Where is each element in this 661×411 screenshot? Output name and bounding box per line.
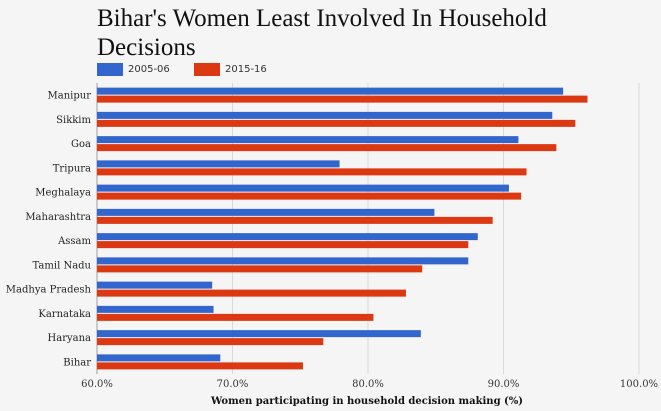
legend-swatch-2005-06 xyxy=(97,63,123,76)
bar-2005-06[interactable] xyxy=(97,305,214,313)
x-tick-labels: 60.0% 70.0% 80.0% 90.0% 100.0% xyxy=(81,379,658,390)
bar-2015-16[interactable] xyxy=(97,338,324,346)
category-label: Bihar xyxy=(63,357,91,368)
x-tick-label: 70.0% xyxy=(217,379,249,390)
category-label: Tamil Nadu xyxy=(33,260,92,271)
bar-2005-06[interactable] xyxy=(97,208,435,216)
bar-2005-06[interactable] xyxy=(97,281,213,289)
bar-2015-16[interactable] xyxy=(97,265,423,273)
bar-2015-16[interactable] xyxy=(97,289,406,297)
x-tick-label: 60.0% xyxy=(81,379,113,390)
bar-2015-16[interactable] xyxy=(97,216,493,224)
bar-2005-06[interactable] xyxy=(97,87,564,95)
bar-2005-06[interactable] xyxy=(97,111,553,119)
bar-2005-06[interactable] xyxy=(97,233,478,241)
category-label: Manipur xyxy=(48,91,92,102)
bar-2005-06[interactable] xyxy=(97,160,340,168)
x-axis-title: Women participating in household decisio… xyxy=(210,396,523,407)
bar-2015-16[interactable] xyxy=(97,313,374,321)
category-label: Meghalaya xyxy=(35,188,91,199)
bars xyxy=(97,87,588,370)
bar-2015-16[interactable] xyxy=(97,241,469,249)
bar-2005-06[interactable] xyxy=(97,354,221,362)
gridlines xyxy=(96,83,640,374)
bar-2015-16[interactable] xyxy=(97,168,527,176)
bar-2005-06[interactable] xyxy=(97,330,421,338)
x-tick-label: 80.0% xyxy=(352,379,384,390)
category-label: Haryana xyxy=(48,333,92,344)
category-label: Madhya Pradesh xyxy=(6,285,92,296)
bar-2015-16[interactable] xyxy=(97,119,576,127)
legend-label-2015-16: 2015-16 xyxy=(225,64,267,75)
x-tick-label: 100.0% xyxy=(620,379,658,390)
bar-2015-16[interactable] xyxy=(97,192,522,200)
chart-title: Bihar's Women Least Involved In Househol… xyxy=(97,5,547,61)
category-label: Sikkim xyxy=(56,115,91,126)
bar-2005-06[interactable] xyxy=(97,136,519,144)
category-label: Karnataka xyxy=(38,309,91,320)
legend-swatch-2015-16 xyxy=(194,63,220,76)
category-label: Goa xyxy=(71,139,91,150)
x-tick-label: 90.0% xyxy=(488,379,520,390)
category-label: Maharashtra xyxy=(25,212,91,223)
category-label: Assam xyxy=(57,236,91,247)
category-label: Tripura xyxy=(53,163,91,174)
bar-2015-16[interactable] xyxy=(97,144,557,152)
legend-label-2005-06: 2005-06 xyxy=(128,64,170,75)
bar-2015-16[interactable] xyxy=(97,95,588,103)
category-labels: Manipur Sikkim Goa Tripura Meghalaya Maharash… xyxy=(6,91,92,369)
bar-2015-16[interactable] xyxy=(97,362,303,370)
bar-2005-06[interactable] xyxy=(97,184,509,192)
bar-2005-06[interactable] xyxy=(97,257,469,265)
